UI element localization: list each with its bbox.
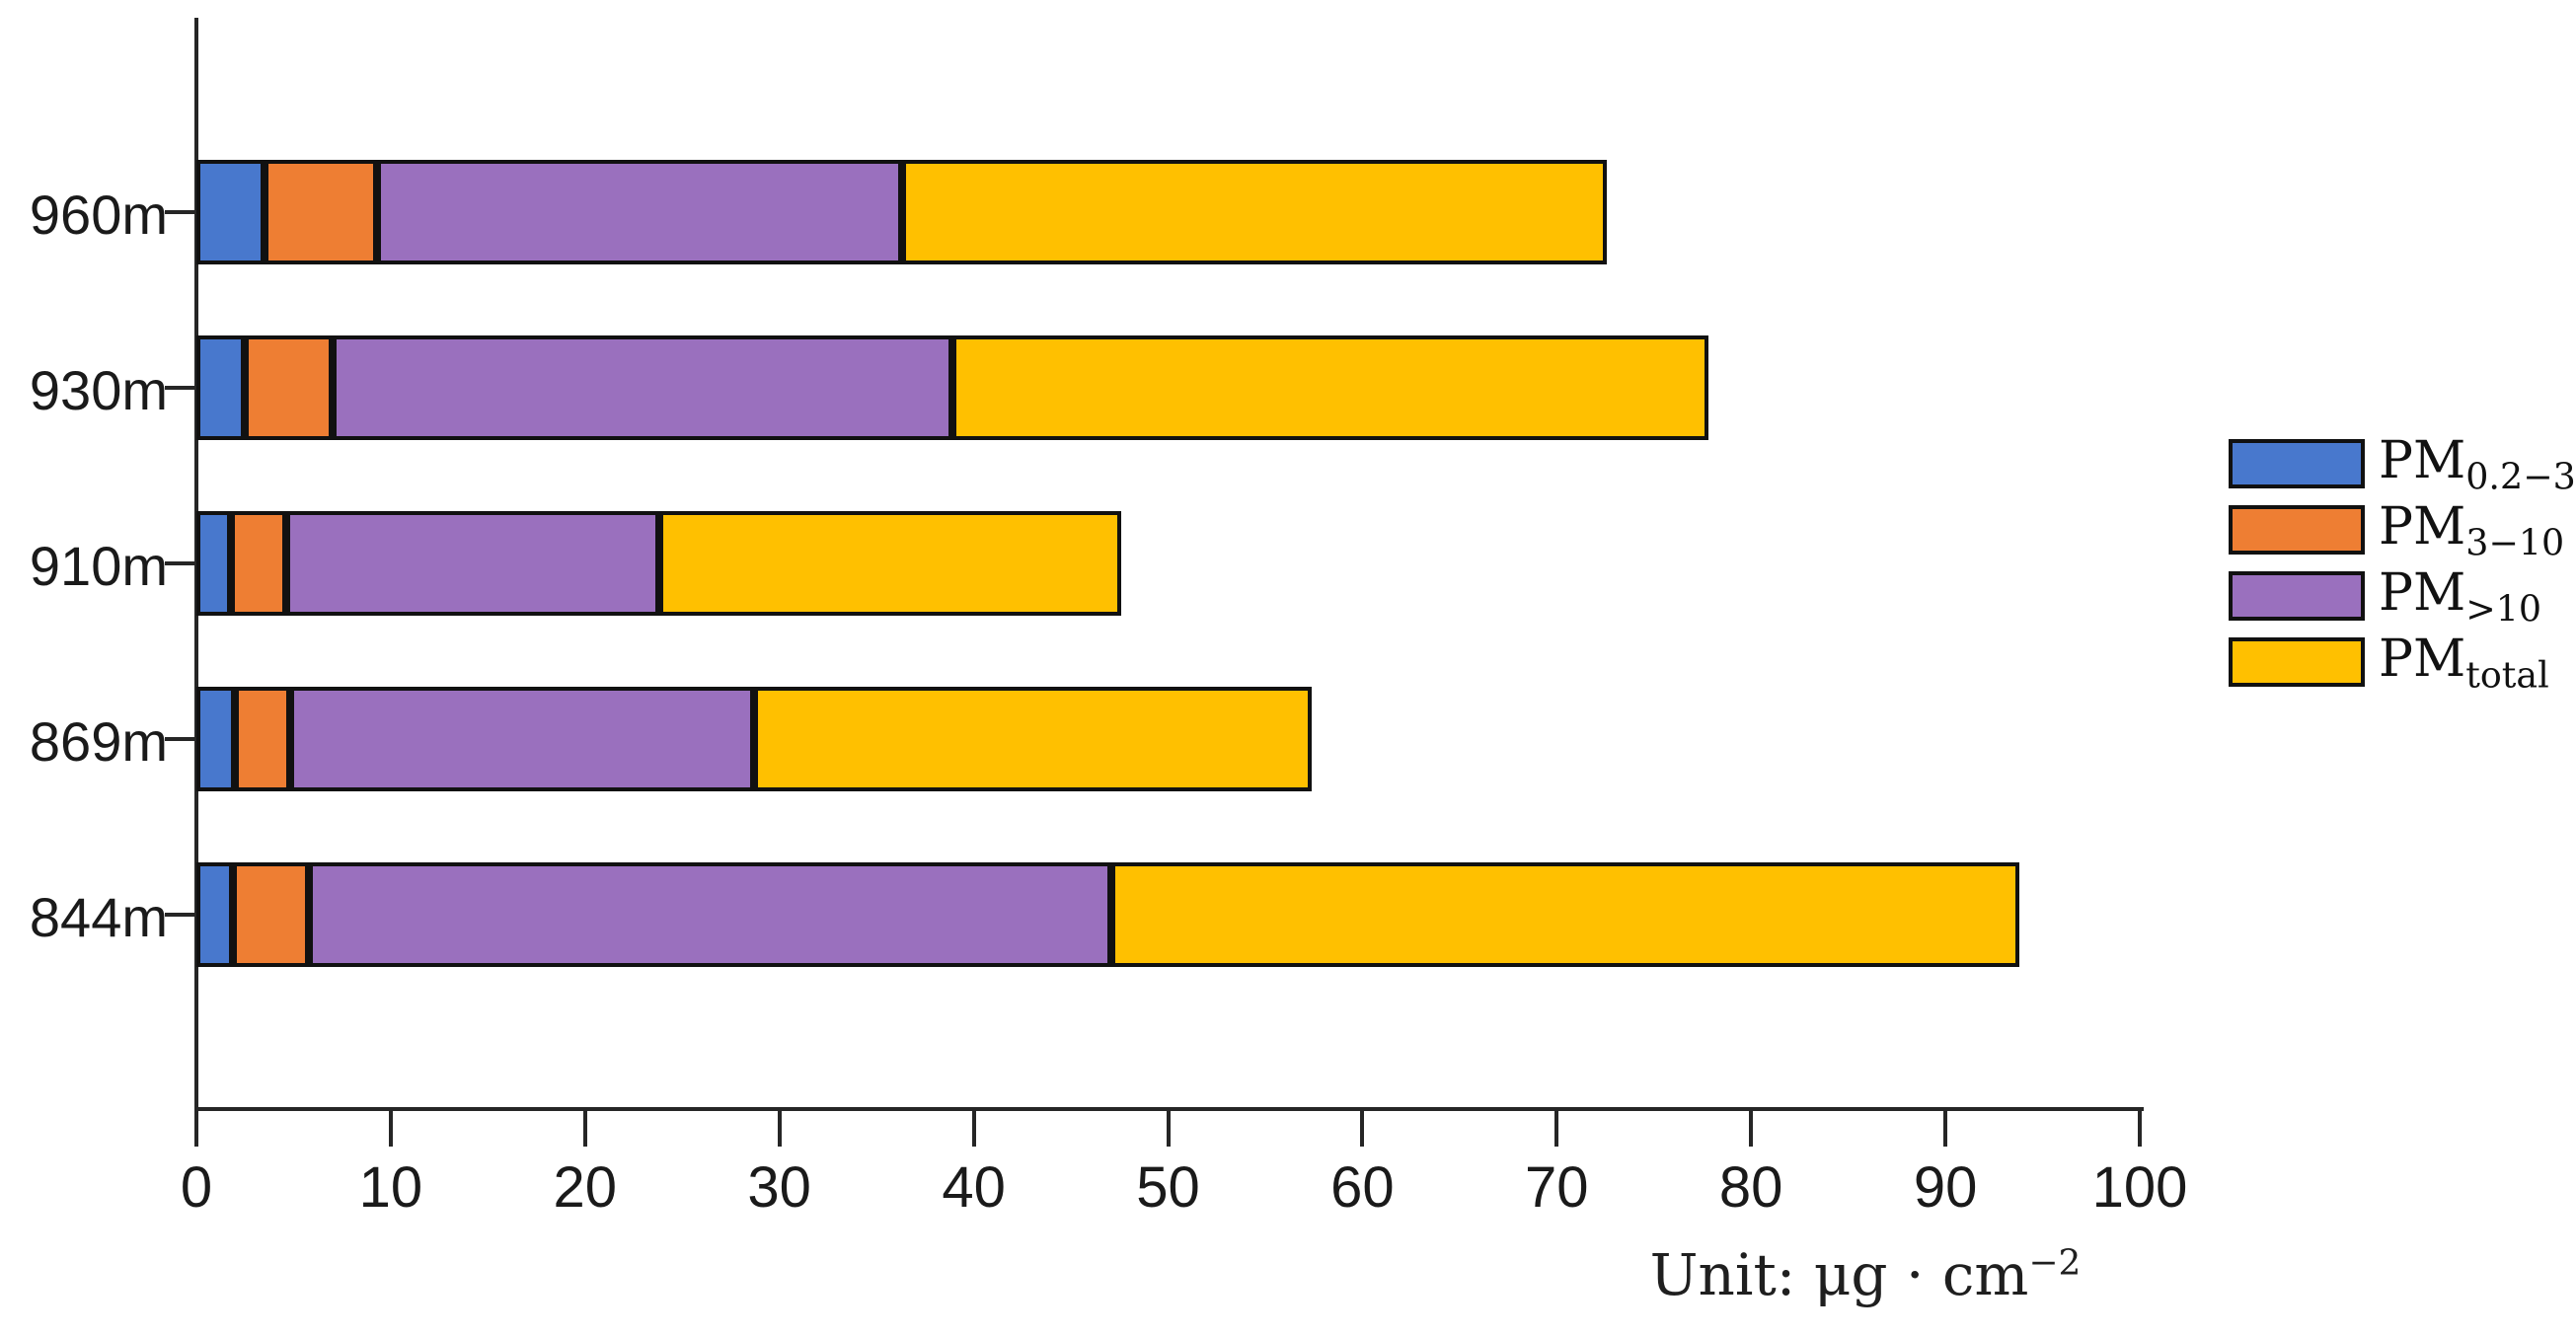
unit-text: Unit: μg · cm — [1649, 1241, 2029, 1308]
x-tick-90 — [1943, 1111, 1948, 1147]
bar-segment-869m-PM_3-10 — [235, 687, 290, 791]
x-tick-label-90: 90 — [1913, 1155, 1978, 1220]
category-label-930m: 930m — [29, 359, 168, 421]
x-tick-70 — [1554, 1111, 1559, 1147]
bar-segment-910m-PM_3-10 — [231, 511, 286, 616]
category-label-960m: 960m — [29, 184, 168, 246]
x-tick-80 — [1749, 1111, 1754, 1147]
legend-label-base: PM — [2379, 630, 2466, 689]
bar-segment-910m-PM_0.2-3 — [196, 511, 232, 616]
y-tick-930m — [165, 386, 194, 390]
legend-label-PM_>10: PM>10 — [2379, 563, 2541, 627]
bar-segment-930m-PM_3-10 — [245, 335, 333, 440]
legend-swatch-PM_>10 — [2229, 571, 2365, 621]
bar-segment-869m-PM_>10 — [289, 687, 755, 791]
legend-label-base: PM — [2379, 431, 2466, 490]
x-tick-label-60: 60 — [1330, 1155, 1395, 1220]
x-axis-unit-label: Unit: μg · cm−2 — [1520, 1241, 2211, 1308]
legend-label-subscript: total — [2465, 653, 2549, 697]
y-tick-869m — [165, 737, 194, 741]
bar-segment-930m-PM_>10 — [332, 335, 952, 440]
legend-swatch-PM_3-10 — [2229, 505, 2365, 555]
x-tick-label-40: 40 — [942, 1155, 1006, 1220]
bar-segment-960m-PM_3-10 — [264, 160, 378, 264]
unit-exponent: −2 — [2028, 1242, 2082, 1284]
y-tick-910m — [165, 561, 194, 565]
legend-swatch-PM_total — [2229, 637, 2365, 687]
bar-segment-844m-PM_3-10 — [233, 862, 310, 967]
legend-label-PM_0.2-3: PM0.2−3 — [2379, 431, 2576, 494]
legend-label-PM_total: PMtotal — [2379, 630, 2549, 693]
bar-segment-930m-PM_0.2-3 — [196, 335, 246, 440]
bar-segment-844m-PM_total — [1111, 862, 2019, 967]
x-tick-0 — [194, 1111, 198, 1147]
bar-segment-910m-PM_total — [658, 511, 1122, 616]
bar-segment-869m-PM_total — [754, 687, 1313, 791]
x-tick-30 — [777, 1111, 782, 1147]
x-tick-label-10: 10 — [358, 1155, 423, 1220]
legend-swatch-PM_0.2-3 — [2229, 439, 2365, 488]
category-label-910m: 910m — [29, 535, 168, 597]
category-label-844m: 844m — [29, 886, 168, 948]
y-tick-960m — [165, 210, 194, 214]
legend-label-subscript: 3−10 — [2465, 521, 2565, 564]
x-axis-line — [194, 1107, 2144, 1111]
legend-label-base: PM — [2379, 563, 2466, 623]
legend-label-PM_3-10: PM3−10 — [2379, 497, 2564, 560]
x-tick-100 — [2138, 1111, 2142, 1147]
x-tick-20 — [582, 1111, 587, 1147]
x-tick-label-80: 80 — [1718, 1155, 1783, 1220]
bar-segment-844m-PM_>10 — [309, 862, 1112, 967]
legend-label-base: PM — [2379, 497, 2466, 557]
x-tick-label-0: 0 — [180, 1155, 213, 1220]
x-tick-label-70: 70 — [1525, 1155, 1589, 1220]
x-tick-50 — [1166, 1111, 1171, 1147]
x-tick-label-20: 20 — [553, 1155, 618, 1220]
legend-label-subscript: 0.2−3 — [2465, 455, 2576, 498]
legend-label-subscript: >10 — [2465, 587, 2542, 631]
y-tick-844m — [165, 913, 194, 917]
bar-segment-960m-PM_0.2-3 — [196, 160, 265, 264]
x-tick-label-100: 100 — [2091, 1155, 2188, 1220]
bar-segment-910m-PM_>10 — [285, 511, 659, 616]
bar-segment-960m-PM_>10 — [377, 160, 902, 264]
x-tick-60 — [1360, 1111, 1365, 1147]
x-tick-10 — [388, 1111, 393, 1147]
x-tick-40 — [971, 1111, 976, 1147]
bar-segment-844m-PM_0.2-3 — [196, 862, 234, 967]
bar-segment-869m-PM_0.2-3 — [196, 687, 236, 791]
bar-segment-930m-PM_total — [951, 335, 1708, 440]
x-tick-label-50: 50 — [1136, 1155, 1200, 1220]
x-tick-label-30: 30 — [747, 1155, 811, 1220]
bar-segment-960m-PM_total — [901, 160, 1608, 264]
category-label-869m: 869m — [29, 710, 168, 773]
